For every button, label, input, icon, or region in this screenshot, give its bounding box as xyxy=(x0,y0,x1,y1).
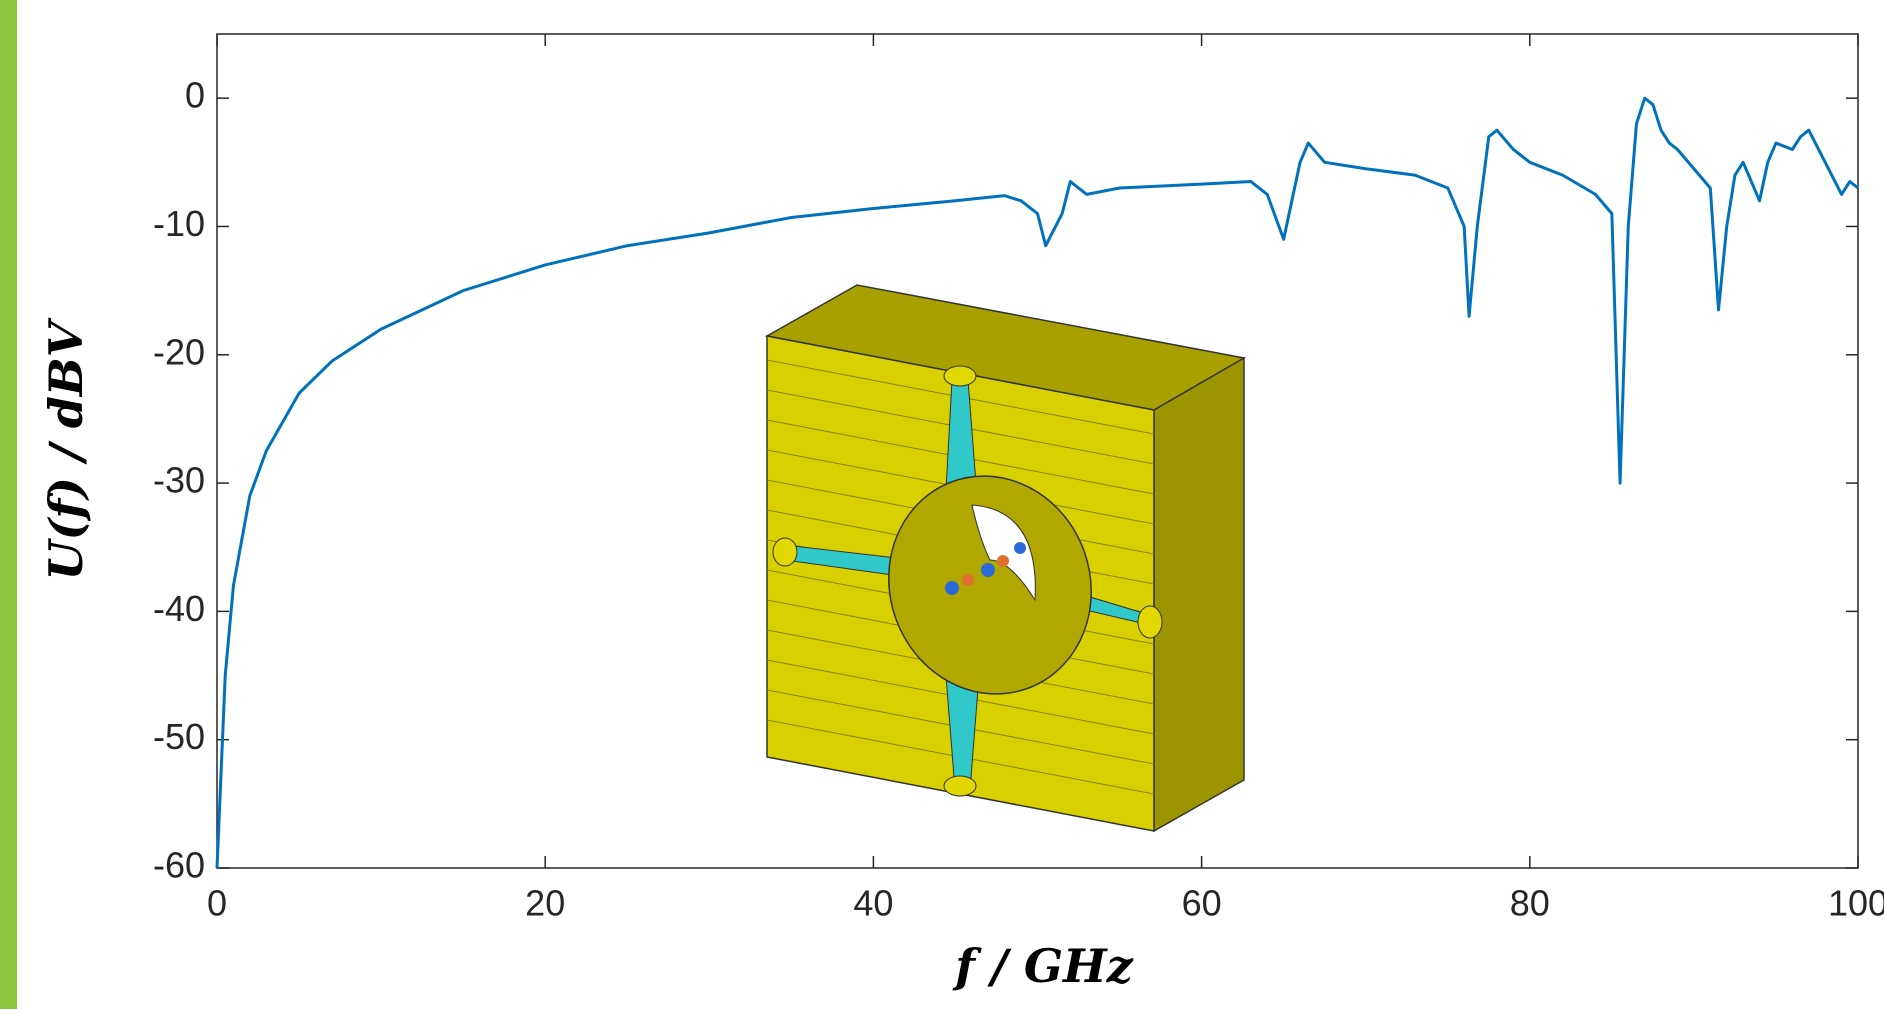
x-axis-label: f / GHz xyxy=(952,939,1133,993)
x-tick-label: 80 xyxy=(1510,883,1550,924)
x-tick-label: 40 xyxy=(853,883,893,924)
x-tick-label: 0 xyxy=(207,883,227,924)
y-axis-label: U(f) / dBV xyxy=(39,317,93,580)
y-tick-label: -30 xyxy=(153,460,205,501)
x-tick-label: 60 xyxy=(1182,883,1222,924)
y-tick-label: -60 xyxy=(153,845,205,886)
y-tick-label: -20 xyxy=(153,331,205,372)
device-illustration xyxy=(767,285,1244,831)
page: {"chart_data": {"type": "line", "xlabel"… xyxy=(0,0,1884,1009)
y-tick-label: 0 xyxy=(185,75,205,116)
y-tick-label: -10 xyxy=(153,203,205,244)
x-tick-label: 20 xyxy=(525,883,565,924)
chart: f / GHz U(f) / dBV -60 -50 -40 -30 -20 -10 0 0 2… xyxy=(0,0,1884,1009)
x-tick-label: 100 xyxy=(1828,883,1884,924)
y-tick-label: -40 xyxy=(153,588,205,629)
side-bar xyxy=(0,0,17,1009)
y-tick-label: -50 xyxy=(153,716,205,757)
